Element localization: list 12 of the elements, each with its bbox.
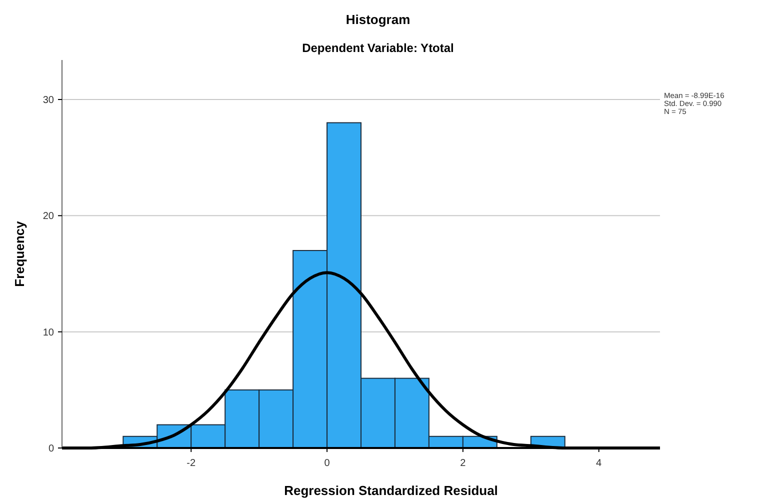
- y-tick-label: 0: [48, 444, 54, 454]
- x-tick-label: 0: [324, 458, 330, 469]
- y-tick-label: 30: [42, 94, 54, 106]
- y-tick-label: 10: [42, 327, 54, 338]
- x-tick-label: 4: [596, 458, 602, 469]
- x-tick-label: 2: [460, 458, 466, 469]
- x-axis-title: Regression Standardized Residual: [284, 483, 498, 498]
- chart-subtitle: Dependent Variable: Ytotal: [302, 41, 454, 55]
- y-axis-title: Frequency: [12, 220, 27, 287]
- y-tick-label: 20: [42, 211, 54, 222]
- x-tick-label: -2: [186, 458, 196, 469]
- chart-title: Histogram: [346, 12, 410, 27]
